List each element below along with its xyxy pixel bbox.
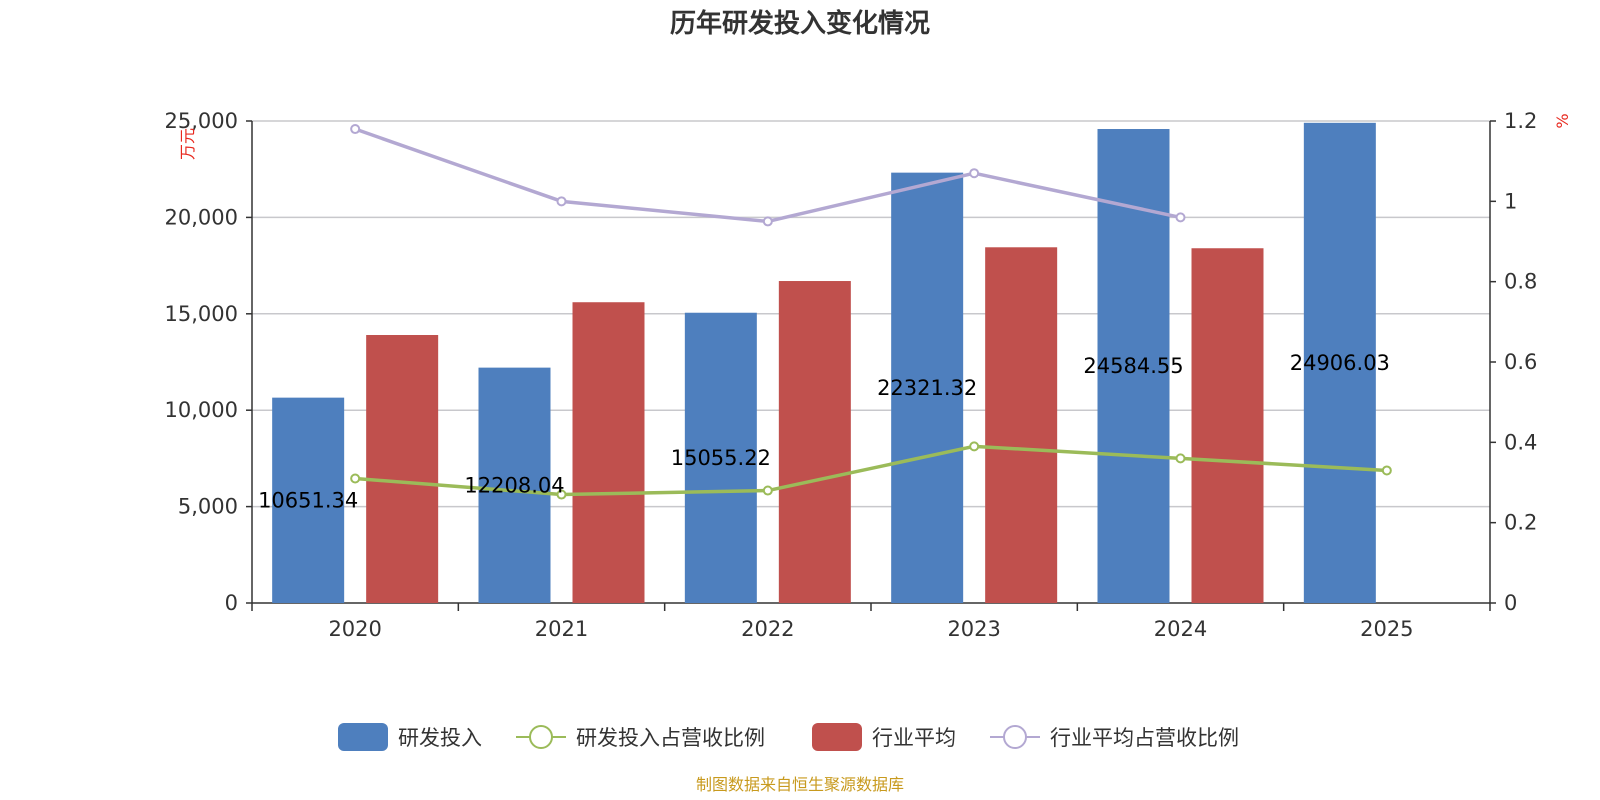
point-rd-ratio (1381, 465, 1392, 476)
right-axis-ticks: 0 0.2 0.4 0.6 0.8 1 1.2 (1490, 109, 1537, 615)
bar-rd (684, 312, 757, 603)
legend-swatch-industry-ratio-marker (1003, 725, 1027, 749)
point-industry-ratio (969, 168, 980, 179)
legend: 研发投入 研发投入占营收比例 行业平均 行业平均占营收比例 (338, 723, 1239, 751)
point-rd-ratio (969, 441, 980, 452)
grid-lines (252, 120, 1490, 508)
right-axis-unit: % (1553, 113, 1572, 128)
right-tick-label: 1.2 (1504, 109, 1537, 133)
data-label-rd: 24906.03 (1290, 351, 1390, 375)
point-rd-ratio (350, 473, 361, 484)
left-tick-label: 0 (225, 591, 238, 615)
left-axis-ticks: 0 5,000 10,000 15,000 20,000 25,000 (165, 109, 252, 615)
point-rd-ratio (556, 489, 567, 500)
lines (350, 124, 1392, 500)
data-label-rd: 12208.04 (464, 473, 564, 497)
left-tick-label: 15,000 (165, 302, 238, 326)
legend-label-industry-ratio: 行业平均占营收比例 (1050, 726, 1239, 750)
chart-title: 历年研发投入变化情况 (670, 8, 930, 39)
x-tick-label: 2024 (1154, 617, 1207, 641)
right-tick-label: 0.2 (1504, 511, 1537, 535)
right-tick-label: 0.8 (1504, 270, 1537, 294)
point-rd-ratio (762, 485, 773, 496)
data-label-rd: 15055.22 (671, 446, 771, 470)
point-industry-ratio (1175, 212, 1186, 223)
legend-swatch-rd (338, 723, 388, 751)
bar-industry (366, 335, 439, 603)
left-tick-label: 25,000 (165, 109, 238, 133)
bar-rd (891, 172, 964, 603)
right-tick-label: 0.4 (1504, 430, 1537, 454)
point-industry-ratio (556, 196, 567, 207)
bar-industry (1191, 248, 1264, 604)
legend-swatch-industry (812, 723, 862, 751)
legend-label-rd-ratio: 研发投入占营收比例 (576, 726, 765, 750)
legend-label-industry: 行业平均 (872, 726, 956, 750)
x-tick-label: 2025 (1360, 617, 1413, 641)
point-industry-ratio (762, 216, 773, 227)
x-tick-label: 2022 (741, 617, 794, 641)
bar-industry (778, 281, 851, 603)
bar-industry (572, 302, 645, 603)
data-label-rd: 24584.55 (1083, 354, 1183, 378)
left-tick-label: 10,000 (165, 398, 238, 422)
left-tick-label: 5,000 (178, 495, 238, 519)
x-tick-label: 2023 (947, 617, 1000, 641)
legend-swatch-rd-ratio-marker (529, 725, 553, 749)
source-note: 制图数据来自恒生聚源数据库 (696, 775, 904, 794)
bars (272, 122, 1376, 604)
legend-label-rd: 研发投入 (398, 726, 482, 750)
data-labels: 10651.34 12208.04 15055.22 22321.32 24584.55… (258, 351, 1390, 512)
point-industry-ratio (350, 124, 361, 135)
left-tick-label: 20,000 (165, 205, 238, 229)
bar-industry (985, 247, 1058, 603)
bar-rd (272, 397, 345, 603)
line-industry-ratio (354, 127, 1181, 224)
data-label-rd: 10651.34 (258, 488, 358, 512)
bar-rd (478, 367, 551, 603)
x-axis-ticks: 2020 2021 2022 2023 2024 2025 (251, 603, 1491, 641)
right-tick-label: 0.6 (1504, 350, 1537, 374)
x-tick-label: 2021 (535, 617, 588, 641)
x-tick-label: 2020 (328, 617, 381, 641)
right-tick-label: 0 (1504, 591, 1517, 615)
right-tick-label: 1 (1504, 189, 1517, 213)
line-rd-ratio (355, 444, 1387, 497)
point-rd-ratio (1175, 453, 1186, 464)
left-axis-unit: 万元 (178, 128, 197, 160)
data-label-rd: 22321.32 (877, 376, 977, 400)
bar-rd (1303, 122, 1376, 604)
